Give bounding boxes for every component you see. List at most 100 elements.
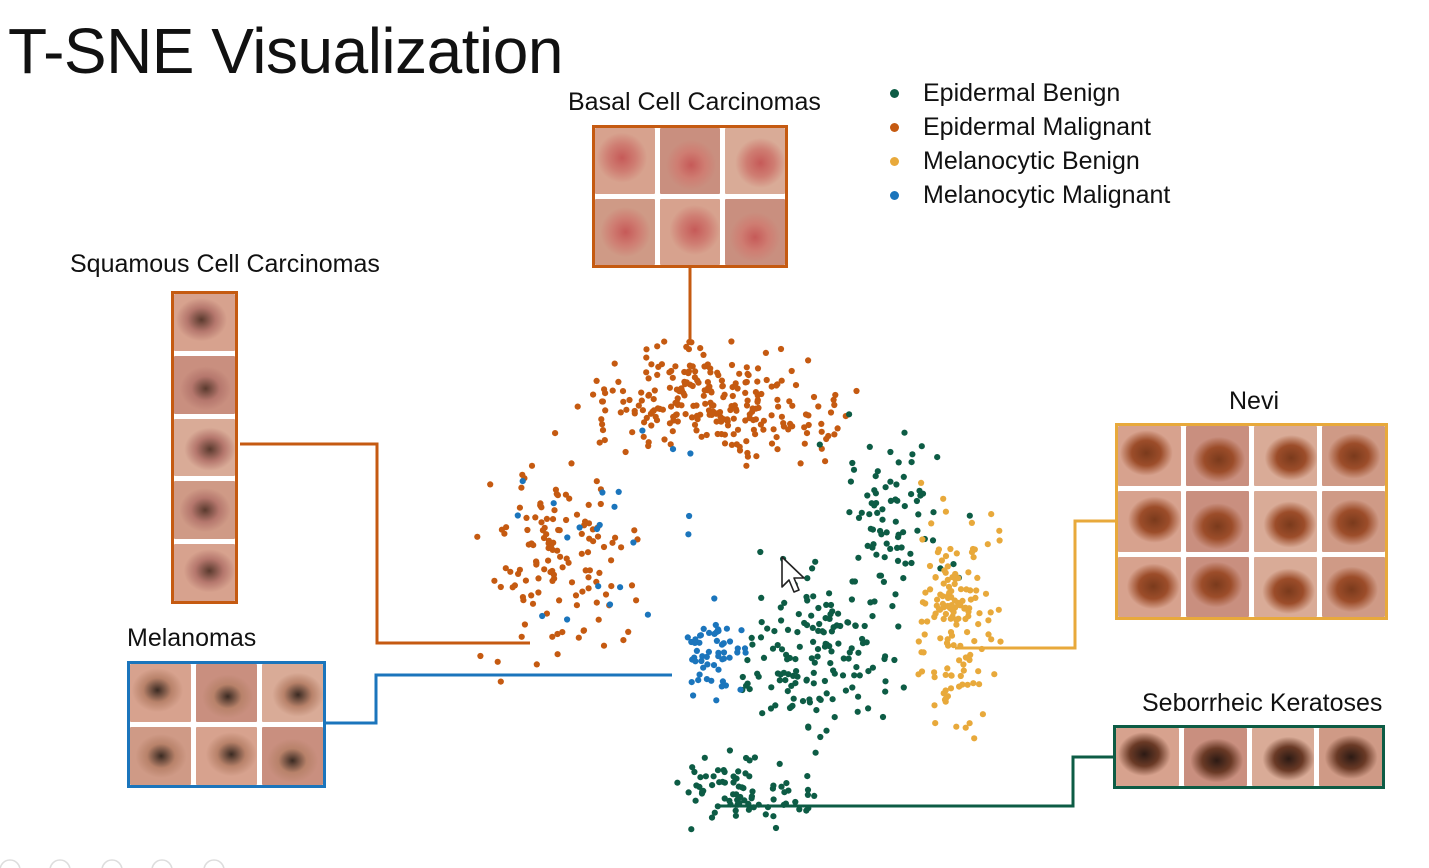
connector-melanomas: [326, 673, 672, 725]
point-epidermal-benign: [769, 645, 777, 652]
point-epidermal-malignant: [732, 406, 740, 413]
point-melanocytic-benign: [976, 681, 983, 688]
point-epidermal-benign: [808, 612, 815, 619]
point-epidermal-malignant: [743, 378, 750, 386]
point-epidermal-benign: [879, 506, 886, 513]
point-melanocytic-malignant: [715, 666, 722, 673]
point-epidermal-benign: [831, 714, 838, 721]
point-epidermal-malignant: [659, 406, 667, 413]
point-epidermal-benign: [736, 799, 743, 807]
point-epidermal-benign: [716, 779, 723, 786]
point-epidermal-malignant: [831, 431, 838, 438]
point-epidermal-malignant: [666, 384, 674, 391]
point-epidermal-benign: [810, 680, 817, 687]
lesion-thumbnail: [595, 128, 655, 194]
point-epidermal-malignant: [734, 385, 741, 392]
point-epidermal-malignant: [792, 382, 800, 389]
point-epidermal-benign: [795, 611, 802, 618]
point-epidermal-malignant: [622, 448, 629, 456]
point-epidermal-benign: [869, 613, 876, 620]
point-epidermal-malignant: [563, 555, 570, 562]
point-epidermal-malignant: [628, 582, 636, 589]
point-epidermal-malignant: [803, 430, 811, 437]
legend-item-melanocytic-benign: Melanocytic Benign: [890, 144, 1170, 178]
point-melanocytic-benign: [940, 580, 947, 587]
point-epidermal-benign: [865, 668, 872, 675]
point-epidermal-malignant: [780, 420, 787, 427]
point-melanocytic-malignant: [695, 677, 702, 684]
lesion-thumbnail: [174, 418, 235, 477]
legend-marker: [890, 190, 899, 200]
point-epidermal-benign: [745, 806, 753, 813]
point-epidermal-benign: [784, 688, 791, 695]
point-melanocytic-benign: [949, 574, 956, 581]
point-epidermal-malignant: [609, 387, 616, 394]
point-melanocytic-malignant: [711, 630, 718, 638]
point-epidermal-benign: [813, 707, 820, 714]
point-epidermal-malignant: [573, 602, 581, 609]
point-epidermal-malignant: [730, 415, 737, 422]
connector-seborrheic-keratoses: [718, 755, 1113, 808]
point-epidermal-malignant: [752, 389, 760, 396]
slideshow-toolbar-icon[interactable]: [0, 852, 260, 868]
point-epidermal-benign: [881, 554, 888, 561]
point-epidermal-benign: [742, 770, 749, 777]
point-epidermal-benign: [858, 509, 865, 516]
point-melanocytic-benign: [948, 602, 955, 609]
point-melanocytic-benign: [944, 576, 951, 584]
point-epidermal-malignant: [718, 377, 726, 384]
point-epidermal-malignant: [654, 343, 661, 350]
point-epidermal-malignant: [593, 377, 600, 384]
point-epidermal-malignant: [650, 396, 657, 403]
lesion-thumbnail: [1322, 556, 1385, 617]
point-melanocytic-benign: [974, 574, 981, 582]
point-melanocytic-benign: [953, 550, 960, 557]
point-melanocytic-benign: [931, 674, 938, 681]
point-melanocytic-malignant: [700, 664, 707, 671]
point-epidermal-benign: [811, 659, 818, 666]
point-melanocytic-malignant: [698, 657, 705, 665]
point-melanocytic-benign: [982, 590, 990, 597]
point-melanocytic-malignant: [696, 639, 703, 646]
point-epidermal-malignant: [674, 400, 681, 407]
point-epidermal-malignant: [707, 369, 714, 376]
legend-marker: [890, 156, 899, 166]
point-epidermal-benign: [714, 767, 722, 774]
point-melanocytic-malignant: [713, 637, 721, 645]
lesion-thumbnail: [1322, 426, 1385, 487]
point-epidermal-malignant: [619, 388, 627, 395]
point-melanocytic-benign: [953, 723, 960, 730]
lesion-thumbnail: [174, 543, 235, 601]
point-epidermal-malignant: [643, 354, 650, 361]
point-epidermal-benign: [893, 481, 900, 488]
point-melanocytic-malignant: [611, 503, 618, 510]
point-epidermal-benign: [895, 623, 902, 630]
point-epidermal-malignant: [522, 577, 530, 584]
point-epidermal-malignant: [554, 492, 562, 499]
point-epidermal-malignant: [578, 550, 585, 557]
point-epidermal-malignant: [586, 535, 593, 542]
point-epidermal-malignant: [645, 439, 652, 446]
point-epidermal-malignant: [585, 501, 592, 508]
point-epidermal-benign: [750, 804, 757, 811]
point-epidermal-benign: [701, 754, 708, 761]
point-epidermal-benign: [869, 664, 877, 671]
point-epidermal-benign: [767, 705, 775, 712]
point-epidermal-benign: [829, 696, 836, 703]
point-epidermal-benign: [894, 544, 901, 552]
point-epidermal-malignant: [608, 583, 615, 590]
point-epidermal-malignant: [543, 515, 551, 523]
point-epidermal-malignant: [654, 371, 661, 378]
point-epidermal-malignant: [788, 367, 795, 375]
point-epidermal-malignant: [754, 365, 762, 372]
point-epidermal-benign: [815, 604, 822, 612]
point-epidermal-benign: [929, 537, 937, 544]
point-melanocytic-benign: [959, 681, 966, 688]
lesion-thumbnail: [1186, 426, 1249, 487]
point-melanocytic-benign: [973, 587, 980, 594]
legend-marker: [890, 88, 899, 98]
point-melanocytic-malignant: [596, 521, 603, 529]
point-epidermal-malignant: [599, 427, 607, 434]
point-epidermal-malignant: [703, 431, 710, 439]
point-epidermal-malignant: [518, 633, 525, 640]
